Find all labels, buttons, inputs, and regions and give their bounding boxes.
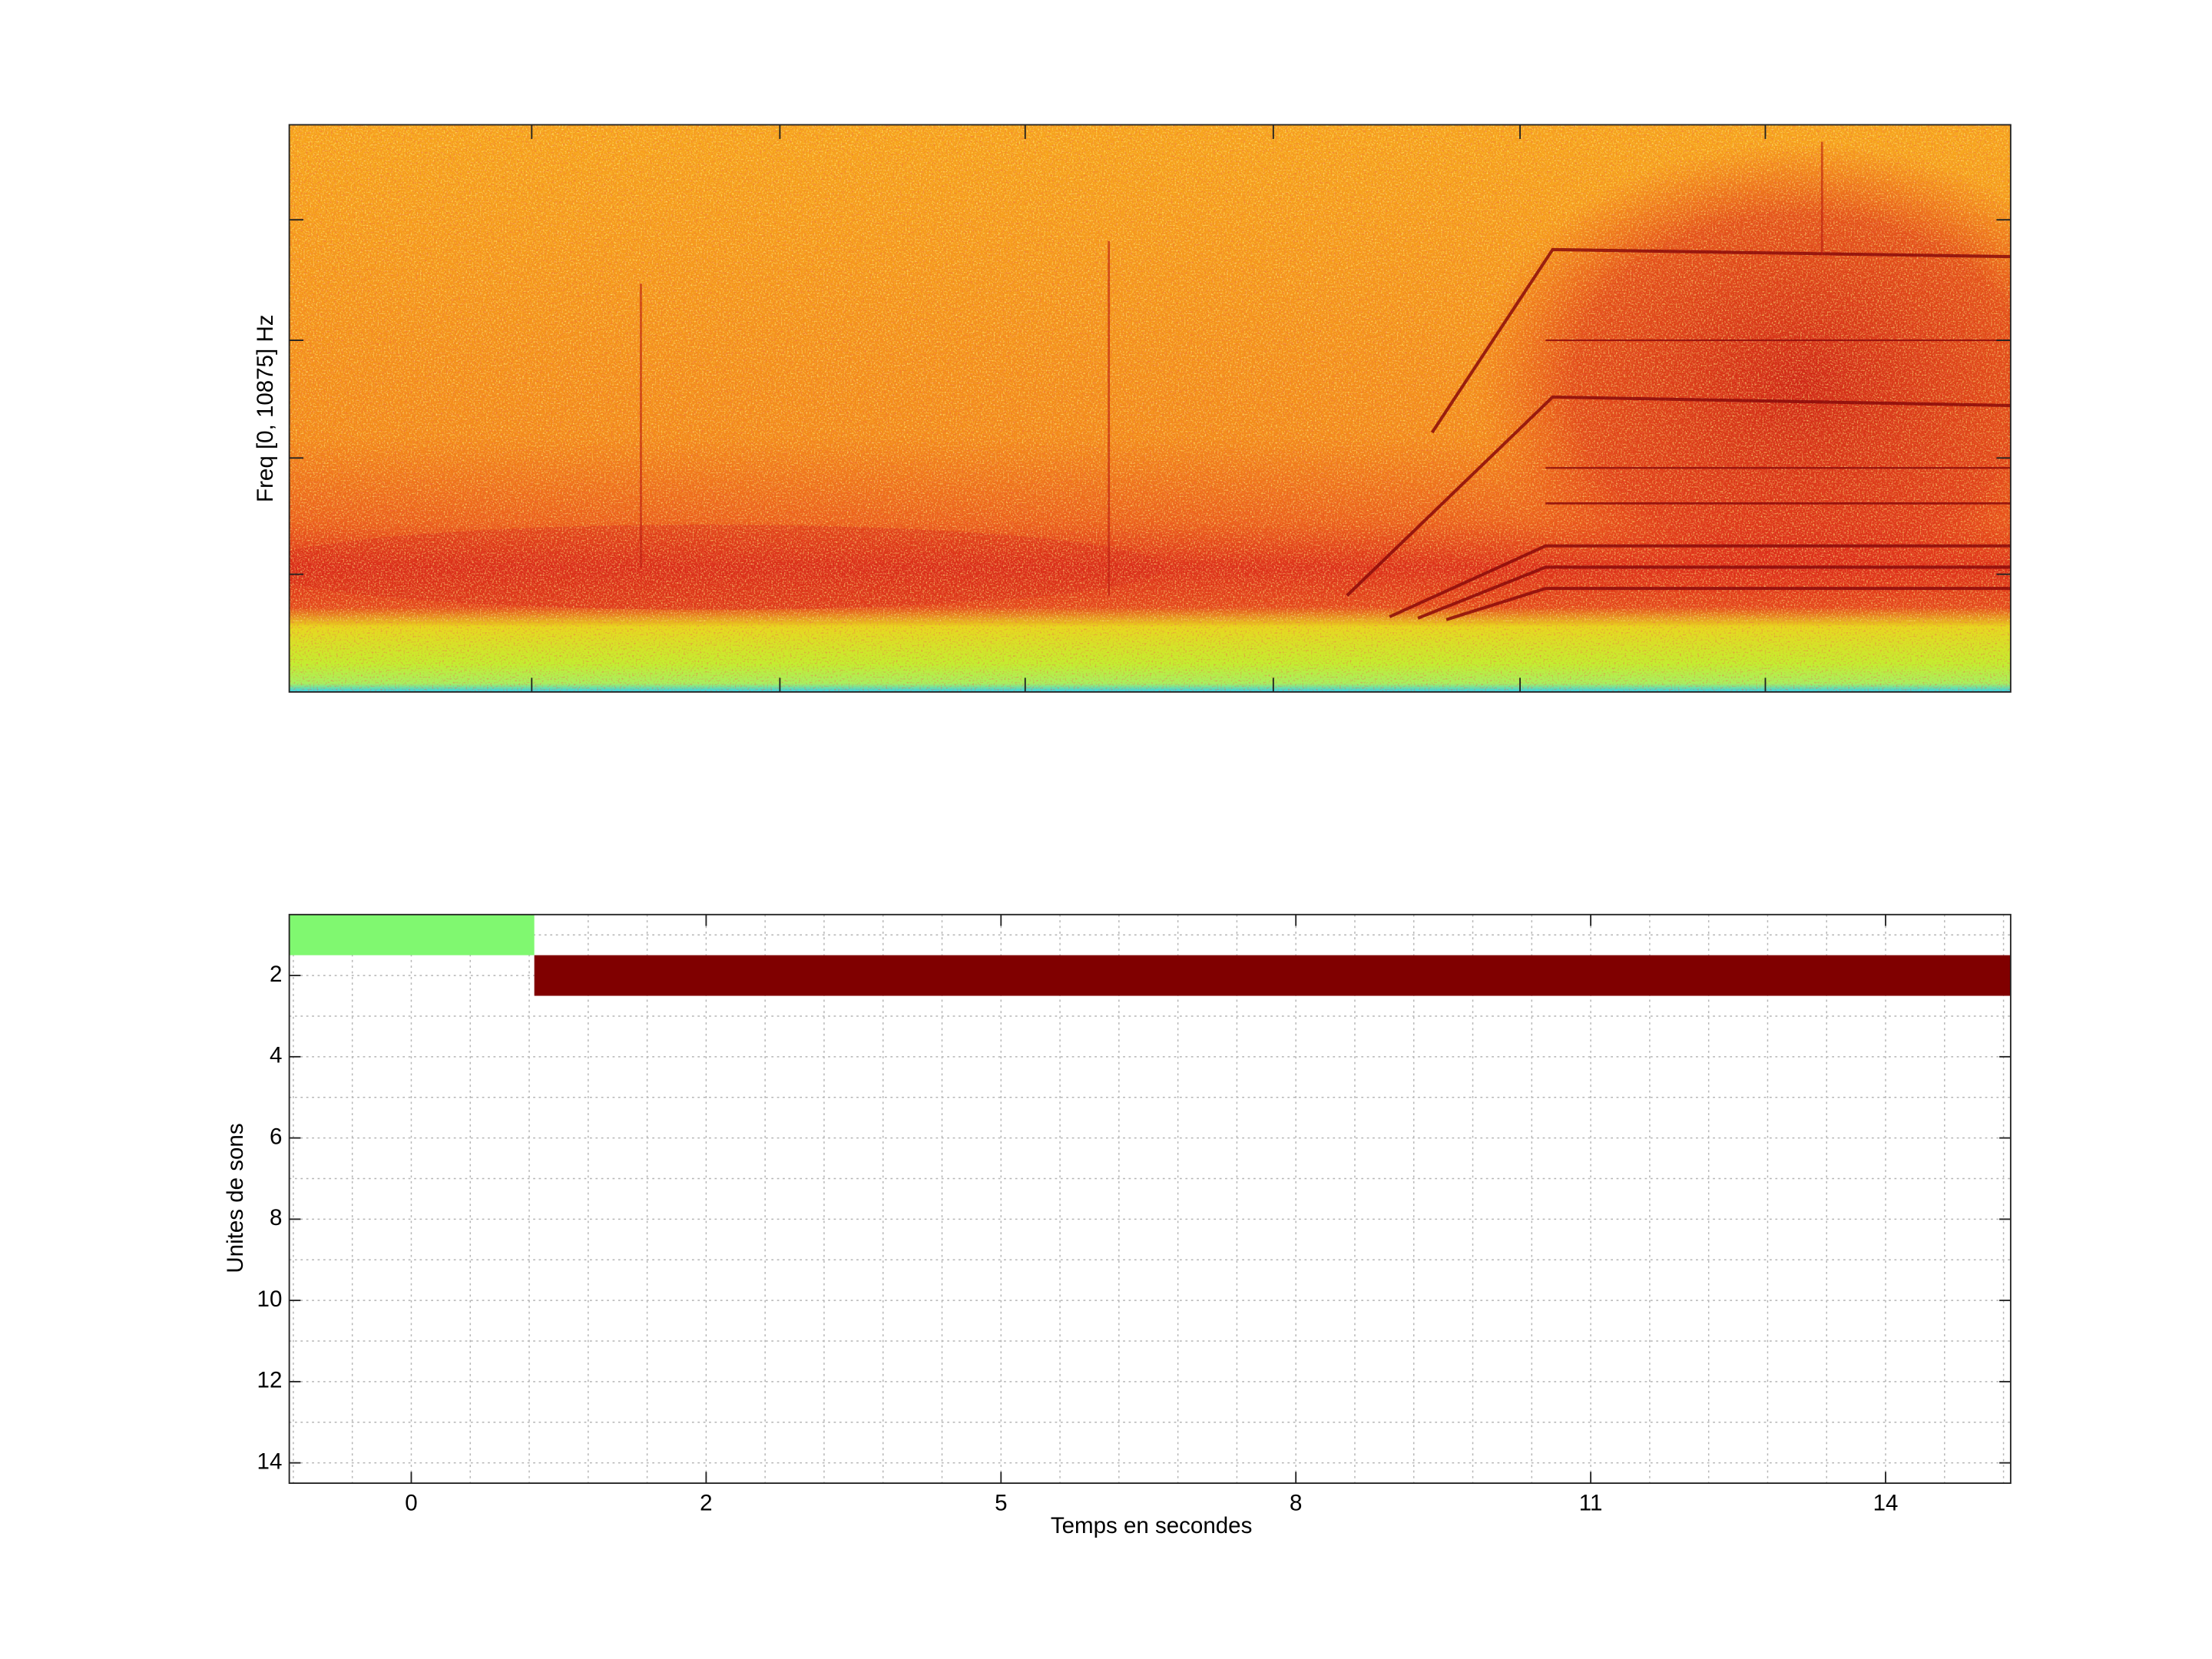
x-tick-label: 2 (700, 1491, 712, 1516)
y-tick-label: 8 (270, 1205, 282, 1230)
x-tick-label: 5 (995, 1491, 1007, 1516)
plot-frame (288, 913, 2012, 1484)
y-tick-label: 2 (270, 962, 282, 987)
y-axis-label: Freq [0, 10875] Hz (253, 314, 278, 502)
y-tick-label: 10 (257, 1286, 283, 1312)
x-axis-label: Temps en secondes (1051, 1513, 1253, 1538)
bar (289, 914, 535, 955)
y-tick-label: 12 (257, 1368, 283, 1393)
y-tick-label: 6 (270, 1124, 282, 1149)
y-tick-label: 14 (257, 1449, 283, 1474)
x-tick-label: 11 (1579, 1491, 1603, 1516)
x-tick-label: 14 (1873, 1491, 1899, 1516)
spectrogram-ticks (289, 124, 2011, 692)
x-tick-label: 8 (1290, 1491, 1302, 1516)
spectrogram-image (289, 124, 2011, 692)
x-tick-label: 0 (405, 1491, 417, 1516)
spectrogram-frame (288, 124, 2012, 693)
y-axis-label: Unites de sons (223, 1123, 248, 1273)
bar (534, 955, 2011, 996)
y-tick-label: 4 (270, 1043, 282, 1068)
